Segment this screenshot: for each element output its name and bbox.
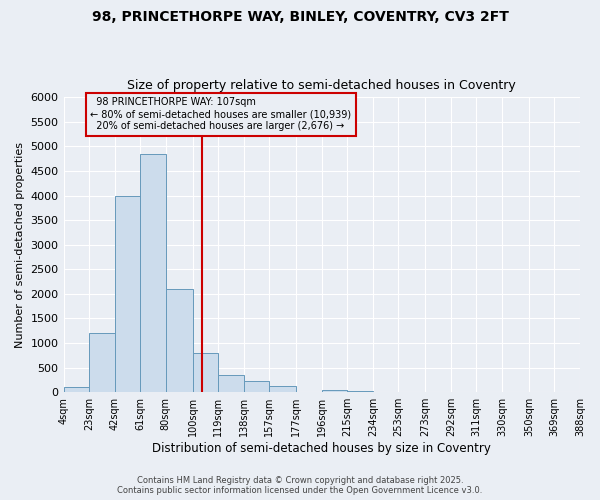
Bar: [269, 386, 296, 392]
Text: 98 PRINCETHORPE WAY: 107sqm
← 80% of semi-detached houses are smaller (10,939)
 : 98 PRINCETHORPE WAY: 107sqm ← 80% of sem…: [91, 98, 352, 130]
Y-axis label: Number of semi-detached properties: Number of semi-detached properties: [15, 142, 25, 348]
Bar: [115, 196, 140, 392]
Bar: [89, 333, 115, 392]
Bar: [64, 388, 89, 392]
Bar: [193, 353, 218, 392]
Bar: [140, 154, 166, 392]
Text: 98, PRINCETHORPE WAY, BINLEY, COVENTRY, CV3 2FT: 98, PRINCETHORPE WAY, BINLEY, COVENTRY, …: [92, 10, 508, 24]
Title: Size of property relative to semi-detached houses in Coventry: Size of property relative to semi-detach…: [127, 79, 516, 92]
Bar: [166, 289, 193, 392]
Bar: [244, 381, 269, 392]
Bar: [218, 375, 244, 392]
Bar: [347, 390, 373, 392]
X-axis label: Distribution of semi-detached houses by size in Coventry: Distribution of semi-detached houses by …: [152, 442, 491, 455]
Text: Contains HM Land Registry data © Crown copyright and database right 2025.
Contai: Contains HM Land Registry data © Crown c…: [118, 476, 482, 495]
Bar: [322, 390, 347, 392]
